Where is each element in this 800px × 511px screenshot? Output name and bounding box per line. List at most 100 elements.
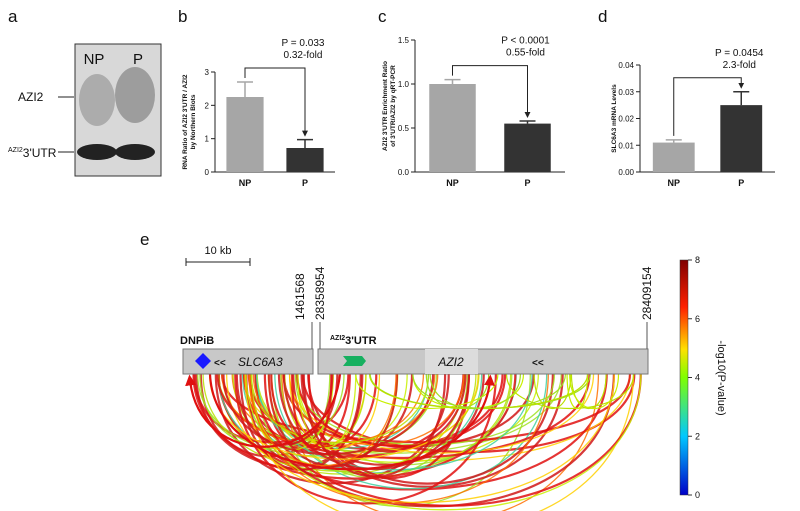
- interaction-arc: [208, 373, 496, 471]
- marker-label: AZI23'UTR: [330, 335, 377, 347]
- y-tick-label: 1: [205, 135, 210, 144]
- colorbar-tick-label: 0: [695, 490, 700, 500]
- bracket: [244, 67, 308, 137]
- bar: [226, 97, 264, 172]
- error-bar: [444, 78, 461, 84]
- y-tick-label: 1.0: [398, 80, 410, 89]
- y-tick-label: 0.00: [618, 168, 634, 177]
- x-tick-label: NP: [239, 178, 252, 188]
- coordinate: 28358954: [313, 266, 327, 320]
- y-tick-label: 0.02: [618, 115, 634, 124]
- interaction-arc: [505, 373, 635, 409]
- marker: [343, 356, 366, 366]
- interaction-arc: [429, 373, 522, 410]
- y-tick-label: 0.03: [618, 88, 634, 97]
- bar: [286, 148, 324, 172]
- error-bar: [297, 138, 313, 148]
- y-tick-label: 2: [205, 101, 210, 110]
- error-bar: [733, 91, 750, 106]
- y-axis-label: AZI2 3'UTR Enrichment Ratio: [382, 61, 389, 151]
- sup: AZI2: [330, 335, 345, 342]
- interaction-arc: [248, 373, 397, 467]
- sup: AZI2: [8, 147, 23, 154]
- y-tick-label: 0.5: [398, 124, 410, 133]
- band: [77, 144, 117, 160]
- y-tick-label: 1.5: [398, 36, 410, 45]
- interaction-arc: [289, 373, 595, 454]
- x-tick-label: P: [738, 178, 744, 188]
- x-tick-label: P: [302, 178, 308, 188]
- y-tick-label: 0.0: [398, 168, 410, 177]
- error-bar: [519, 120, 536, 124]
- bar: [504, 123, 551, 172]
- scale-label: 10 kb: [205, 245, 232, 257]
- band-label: AZI23'UTR: [8, 146, 57, 160]
- y-axis-label: RNA Ratio of AZI2 3'UTR / AZI2: [182, 74, 189, 169]
- interaction-arc: [569, 373, 620, 410]
- lane-label: P: [133, 51, 143, 68]
- bar: [652, 142, 695, 172]
- bracket: [452, 65, 531, 118]
- interaction-arc: [292, 373, 564, 488]
- marker-text: 3'UTR: [345, 335, 376, 347]
- x-tick-label: NP: [446, 178, 459, 188]
- lane-label: NP: [84, 51, 105, 68]
- band: [115, 144, 155, 160]
- colorbar-tick-label: 2: [695, 431, 700, 441]
- gene-label: SLC6A3: [238, 355, 283, 369]
- interaction-arc: [533, 373, 572, 410]
- panel-label: a: [8, 7, 18, 26]
- annotation: P = 0.0454: [715, 48, 764, 59]
- interaction-arc: [197, 373, 438, 457]
- annotation: P < 0.0001: [501, 36, 550, 47]
- error-bar: [237, 81, 253, 97]
- panel-label: d: [598, 7, 607, 26]
- y-tick-label: 0: [205, 168, 210, 177]
- y-tick-label: 3: [205, 68, 210, 77]
- interaction-arc: [566, 373, 588, 409]
- interaction-arc: [291, 373, 333, 449]
- coordinate: 1461568: [293, 273, 307, 320]
- interaction-arc: [355, 373, 499, 410]
- y-tick-label: 0.04: [618, 61, 634, 70]
- colorbar-tick-label: 4: [695, 373, 700, 383]
- colorbar: [679, 259, 689, 496]
- panel-label: b: [178, 7, 187, 26]
- band-label: AZI2: [18, 90, 44, 104]
- gene-label: AZI2: [437, 355, 464, 369]
- colorbar-label: -log10(P-value): [715, 340, 727, 415]
- annotation: P = 0.033: [282, 38, 325, 49]
- coordinate: 28409154: [640, 266, 654, 320]
- interaction-arc: [267, 373, 399, 468]
- y-tick-label: 0.01: [618, 141, 634, 150]
- annotation: 0.55-fold: [506, 48, 545, 59]
- interaction-arc: [274, 373, 548, 490]
- error-bar: [665, 139, 682, 143]
- marker: [195, 353, 211, 369]
- panel-label: e: [140, 230, 149, 249]
- interaction-arc: [307, 373, 467, 453]
- interaction-arc: [297, 373, 357, 449]
- y-axis-label: by Northern Blots: [190, 94, 197, 149]
- gene-track: [317, 348, 649, 375]
- bracket: [673, 77, 745, 136]
- interaction-arc: [570, 373, 607, 410]
- interaction-arc: [199, 373, 345, 449]
- y-axis-label: of 3'UTR/AZI2 by qRT-PCR: [390, 65, 397, 147]
- interaction-arc: [250, 373, 430, 444]
- band-text: 3'UTR: [23, 146, 57, 160]
- gene-region: [425, 349, 478, 374]
- interaction-arc: [302, 373, 447, 478]
- interaction-arc: [254, 373, 642, 507]
- interaction-arc: [192, 373, 517, 480]
- annotation: 0.32-fold: [284, 50, 323, 61]
- interaction-arc: [226, 373, 615, 504]
- strand: <<: [214, 358, 226, 369]
- interaction-arc: [208, 373, 479, 460]
- x-tick-label: P: [524, 178, 530, 188]
- band: [115, 67, 155, 123]
- colorbar-tick-label: 8: [695, 255, 700, 265]
- annotation: 2.3-fold: [723, 60, 756, 71]
- band: [79, 74, 115, 126]
